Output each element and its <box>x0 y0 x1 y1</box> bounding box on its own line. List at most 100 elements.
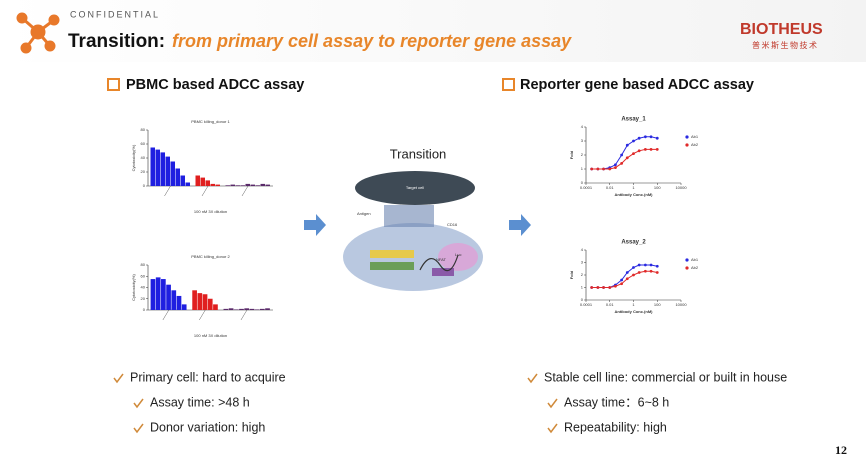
check-mark <box>547 423 558 434</box>
bar <box>244 308 250 310</box>
point <box>625 143 629 147</box>
y-tick-label: 4 <box>581 247 584 252</box>
y-tick-label: 2 <box>581 152 584 157</box>
point <box>608 286 612 289</box>
x-label: Antibody Conc.(nM) <box>615 192 654 197</box>
x-tick-label: 100 <box>654 302 661 307</box>
check-mark <box>527 373 538 384</box>
point <box>637 263 641 267</box>
point <box>643 263 647 267</box>
bar <box>249 308 255 310</box>
bar <box>165 156 170 186</box>
title: Transition: <box>68 31 165 52</box>
point <box>649 135 653 139</box>
bullet-text: Assay time: >48 h <box>150 395 250 409</box>
left-heading: PBMC based ADCC assay <box>126 77 304 93</box>
point <box>596 167 600 171</box>
x-label: Antibody Conc.(nM) <box>615 309 654 314</box>
diagram-label: Target cell <box>406 185 424 190</box>
point <box>620 282 624 286</box>
point <box>655 148 659 151</box>
bar <box>170 161 175 186</box>
point <box>649 148 653 151</box>
x-tick-label: 0.01 <box>606 302 615 307</box>
bar <box>255 185 260 186</box>
bar <box>235 185 240 186</box>
point <box>608 167 612 171</box>
bar <box>215 184 220 186</box>
y-tick-label: 60 <box>141 141 146 146</box>
y-label: Fold <box>569 150 574 159</box>
x-tick-label: 10000 <box>675 185 687 190</box>
bar <box>202 294 208 310</box>
bullet-text: Assay time：6~8 h <box>564 395 669 409</box>
molecule-icon <box>16 12 60 54</box>
chart-title: Assay_2 <box>621 240 646 246</box>
point <box>632 273 635 277</box>
point <box>649 263 653 267</box>
y-tick-label: 0 <box>581 297 584 302</box>
point <box>590 167 594 171</box>
diagram-label: Antigen <box>357 211 371 216</box>
y-tick-label: 60 <box>141 273 146 278</box>
point <box>625 156 629 160</box>
group-tick <box>199 309 206 321</box>
bullet-text: Primary cell: hard to acquire <box>130 370 286 384</box>
x-tick-label: 1 <box>632 185 635 190</box>
bar <box>254 309 260 310</box>
point <box>649 269 653 273</box>
bar <box>181 304 187 310</box>
point <box>643 148 647 151</box>
bar <box>213 304 218 310</box>
point <box>620 162 624 165</box>
point <box>637 149 641 153</box>
x-tick-label: 0.0001 <box>580 185 593 190</box>
bar <box>155 149 160 186</box>
y-tick-label: 80 <box>141 262 146 267</box>
bar <box>240 185 245 186</box>
chart-title: PBMC killing_donor 1 <box>191 119 230 124</box>
bar <box>228 308 234 310</box>
y-tick-label: 40 <box>141 285 146 290</box>
y-tick-label: 0 <box>581 180 584 185</box>
arrow <box>304 214 326 236</box>
group-tick <box>241 185 249 197</box>
bar <box>259 308 265 310</box>
point <box>655 264 659 268</box>
bullet-text: Donor variation: high <box>150 420 265 434</box>
legend-entry: Ab1 <box>691 257 699 262</box>
group-tick <box>201 185 209 197</box>
right-heading: Reporter gene based ADCC assay <box>520 77 754 93</box>
bar <box>197 293 203 310</box>
group-tick <box>164 185 171 197</box>
y-tick-label: 1 <box>581 166 584 171</box>
check-mark <box>133 423 144 434</box>
diagram-label: NFAT <box>436 257 446 262</box>
page-number: 12 <box>835 443 847 457</box>
bar <box>176 295 182 310</box>
bar <box>207 298 213 310</box>
y-tick-label: 0 <box>143 183 146 188</box>
point <box>620 153 624 157</box>
x-label: 100 nM 3X dilution <box>194 333 227 338</box>
legend-marker <box>685 258 689 262</box>
point <box>602 286 605 289</box>
point <box>655 136 659 140</box>
bar <box>200 177 205 186</box>
logo-brand: BIOTHEUS <box>740 21 823 38</box>
bar <box>250 184 255 186</box>
y-label: Fold <box>569 270 574 279</box>
heading-box <box>107 78 120 91</box>
y-tick-label: 80 <box>141 127 146 132</box>
header-band <box>0 0 866 62</box>
group-tick <box>162 309 170 321</box>
point <box>614 163 617 167</box>
y-tick-label: 20 <box>141 296 146 301</box>
y-tick-label: 40 <box>141 155 146 160</box>
bar <box>265 184 270 186</box>
bar <box>233 309 239 310</box>
bar <box>161 279 166 310</box>
bullet-text: Repeatability: high <box>564 420 667 434</box>
y-tick-label: 3 <box>581 260 584 265</box>
